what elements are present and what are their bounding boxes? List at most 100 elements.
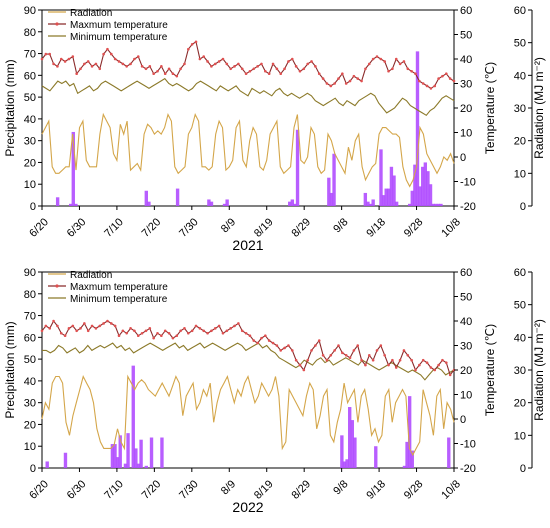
max-temperature-point <box>298 363 302 367</box>
temperature-axis-tick-label: -20 <box>460 201 476 213</box>
max-temperature-point <box>129 327 132 330</box>
max-temperature-point <box>271 62 275 66</box>
precipitation-bar <box>394 201 399 206</box>
max-temperature-point <box>152 72 155 75</box>
temperature-axis-tick-label: 40 <box>460 316 472 328</box>
max-temperature-point <box>83 62 86 66</box>
max-temperature-point <box>341 72 344 75</box>
precipitation-bar <box>222 203 227 206</box>
max-temperature-point <box>433 84 437 88</box>
precipitation-bar <box>407 396 412 468</box>
max-temperature-point <box>441 358 444 362</box>
min-temperature-line <box>41 77 455 117</box>
max-temperature-point <box>140 65 144 68</box>
max-temperature-point <box>167 67 171 71</box>
max-temperature-point <box>213 327 217 330</box>
max-temperature-point <box>425 84 429 88</box>
max-temperature-point <box>229 327 232 330</box>
max-temperature-point <box>237 62 240 66</box>
max-temperature-point <box>360 358 363 362</box>
max-temperature-point <box>310 349 313 352</box>
precipitation-bar <box>405 441 409 468</box>
precipitation-bar <box>345 459 349 468</box>
x-axis-tick-label: 8/9 <box>219 478 238 497</box>
max-temperature-point <box>364 67 367 71</box>
max-temperature-point <box>221 57 225 61</box>
precipitation-axis-label: Precipitation (mm) <box>3 321 17 418</box>
temperature-axis-tick-label: 60 <box>460 267 472 279</box>
max-temperature-point <box>333 349 336 352</box>
max-temperature-line <box>41 40 455 90</box>
max-temperature-point <box>348 79 352 83</box>
legend-label-2: Minimum temperature <box>70 294 168 305</box>
left-axis-tick-label: 90 <box>24 267 36 279</box>
max-temperature-point <box>314 344 317 347</box>
max-temperature-point <box>136 334 140 338</box>
precipitation-bar <box>139 439 143 468</box>
precipitation-bar <box>123 463 128 468</box>
max-temperature-point <box>156 69 159 73</box>
max-temperature-point <box>433 368 437 372</box>
max-temperature-point <box>283 346 286 350</box>
max-temperature-point <box>217 324 221 328</box>
precipitation-bar <box>147 201 151 206</box>
max-temperature-point <box>317 72 321 75</box>
left-axis-tick-label: 60 <box>24 332 36 344</box>
max-temperature-point <box>425 361 429 364</box>
max-temperature-point <box>125 331 129 335</box>
max-temperature-point <box>287 344 290 347</box>
x-axis-tick-label: 8/29 <box>289 478 313 502</box>
max-temperature-point <box>83 322 86 325</box>
max-temperature-point <box>140 331 144 335</box>
precipitation-bar <box>225 199 229 206</box>
max-temperature-point <box>194 324 198 328</box>
max-temperature-point <box>325 358 329 362</box>
temperature-axis-tick-label: 10 <box>460 128 472 140</box>
max-temperature-point <box>71 324 75 328</box>
max-temperature-point <box>94 327 98 330</box>
max-temperature-point <box>156 331 159 335</box>
temperature-axis-tick-label: -10 <box>460 177 476 189</box>
max-temperature-point <box>163 329 167 333</box>
radiation-axis-label: Radiation (MJ m⁻²) <box>532 319 546 421</box>
max-temperature-point <box>86 60 90 63</box>
x-axis-tick-label: 7/10 <box>102 478 126 502</box>
max-temperature-point <box>63 334 67 338</box>
max-temperature-point <box>175 74 179 78</box>
max-temperature-point <box>437 363 440 367</box>
max-temperature-point <box>406 354 410 357</box>
left-axis-tick-label: 20 <box>24 419 36 431</box>
precipitation-bar <box>384 188 388 206</box>
max-temperature-point <box>40 329 44 333</box>
precipitation-bar <box>74 203 78 206</box>
max-temperature-point <box>325 82 329 85</box>
precipitation-bar <box>126 433 130 468</box>
max-temperature-point <box>210 329 213 333</box>
max-temperature-point <box>329 354 333 357</box>
max-temperature-point <box>356 344 360 347</box>
temperature-axis-tick-label: -20 <box>460 463 476 475</box>
radiation-axis-tick-label: 20 <box>514 136 526 148</box>
x-axis-tick-label: 7/20 <box>140 478 164 502</box>
max-temperature-point <box>133 329 136 333</box>
max-temperature-point <box>452 79 456 83</box>
left-axis-tick-label: 80 <box>24 289 36 301</box>
min-temperature-line <box>42 342 455 381</box>
max-temperature-point <box>213 62 217 66</box>
max-temperature-point <box>56 324 59 328</box>
precipitation-bar <box>136 463 141 468</box>
max-temperature-point <box>198 327 202 330</box>
max-temperature-point <box>344 82 348 85</box>
radiation-axis-tick-label: 0 <box>520 201 526 213</box>
precipitation-bar <box>45 461 49 468</box>
max-temperature-point <box>302 67 306 71</box>
precipitation-bar <box>332 153 336 206</box>
max-temperature-point <box>210 65 213 68</box>
radiation-line <box>41 374 455 457</box>
max-temperature-point <box>71 55 75 58</box>
temperature-axis-tick-label: 20 <box>460 103 472 115</box>
x-axis-tick-label: 9/8 <box>331 478 350 497</box>
precipitation-bar <box>374 446 378 468</box>
max-temperature-point <box>187 331 190 335</box>
max-temperature-point <box>175 334 179 338</box>
